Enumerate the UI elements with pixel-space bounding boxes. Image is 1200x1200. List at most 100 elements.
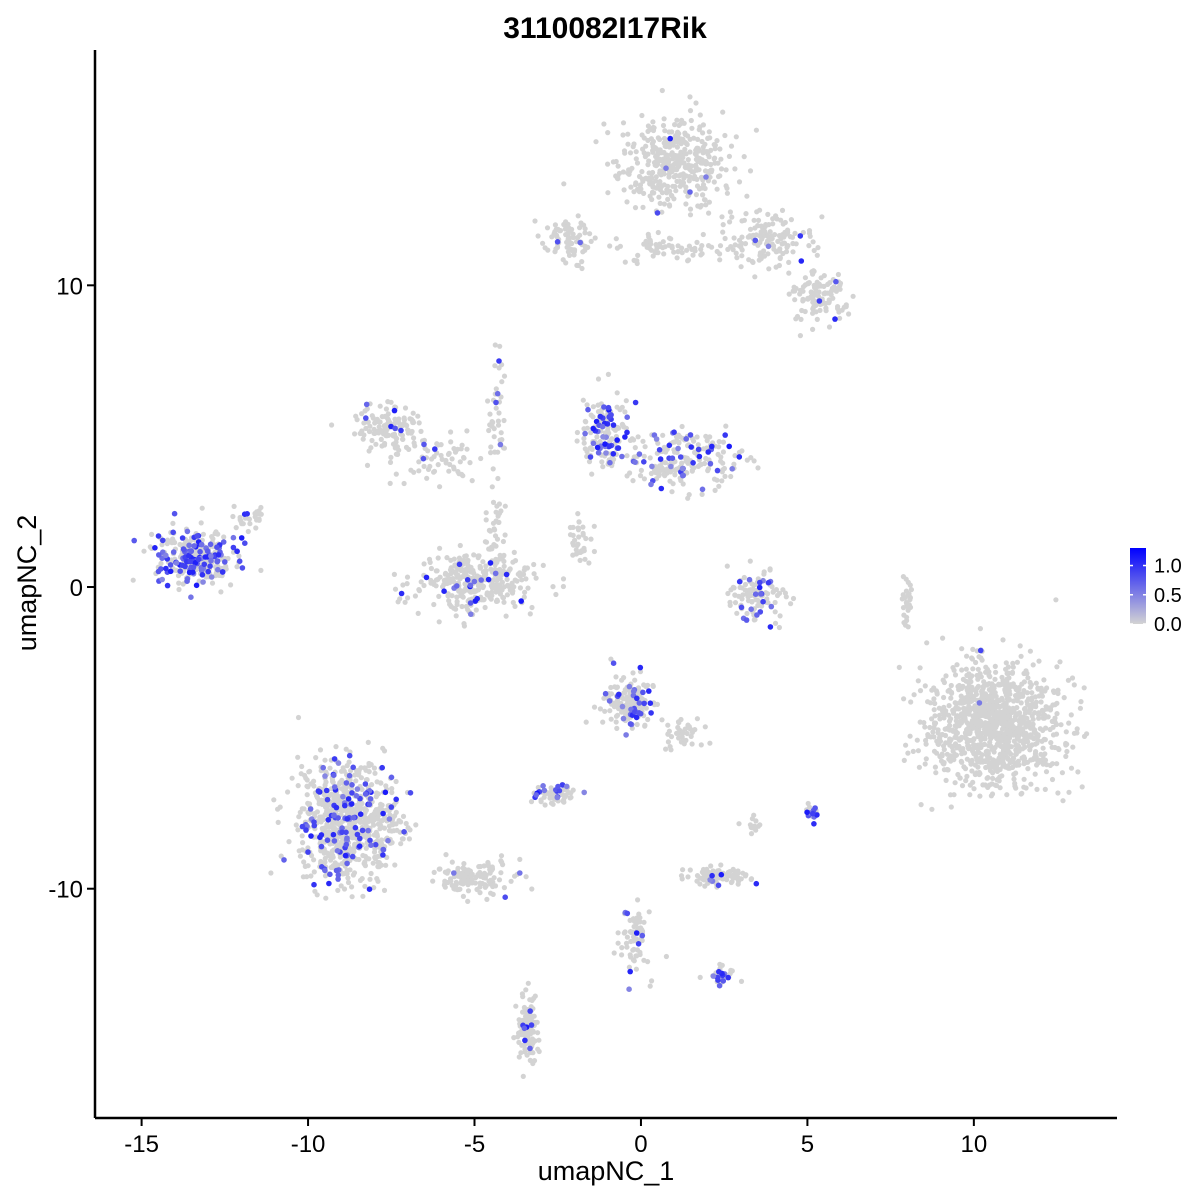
cell-point (478, 873, 484, 879)
cell-point (371, 885, 377, 891)
cell-point (962, 717, 968, 723)
expressing-cell-point (318, 832, 325, 838)
cell-point (345, 875, 351, 881)
cell-point (540, 562, 546, 569)
expressing-cell-point (637, 664, 644, 671)
expressing-cell-point (688, 444, 694, 450)
cell-point (465, 898, 471, 905)
cell-point (501, 552, 507, 559)
cell-point (437, 484, 443, 490)
cell-point (368, 445, 374, 451)
cell-point (445, 879, 451, 886)
expressing-cell-point (527, 1045, 533, 1052)
cell-point (996, 731, 1002, 737)
cell-point (702, 197, 708, 203)
cell-point (703, 433, 709, 439)
cell-point (727, 209, 734, 215)
cell-point (901, 696, 907, 702)
cell-point (651, 190, 657, 196)
cell-point (773, 213, 779, 219)
cell-point (640, 438, 646, 444)
cell-point (702, 168, 709, 174)
cell-point (674, 156, 681, 163)
expressing-cell-point (331, 838, 338, 844)
cell-point (673, 188, 679, 194)
cell-point (595, 376, 602, 382)
cell-point (649, 978, 655, 984)
cell-point (944, 751, 950, 757)
expressing-cell-point (832, 316, 838, 322)
cell-point (1058, 722, 1064, 728)
cell-point (594, 434, 600, 440)
cell-point (465, 888, 472, 894)
cell-point (720, 229, 726, 235)
cell-point (1021, 755, 1028, 762)
cell-point (917, 688, 924, 694)
cell-point (1054, 761, 1060, 767)
expressing-cell-point (354, 831, 361, 838)
cell-point (440, 584, 446, 590)
cell-point (371, 430, 377, 436)
cell-point (759, 236, 765, 242)
cell-point (1011, 698, 1017, 704)
cell-point (633, 156, 639, 162)
cell-point (498, 430, 504, 436)
cell-point (661, 201, 668, 207)
cell-point (770, 221, 776, 227)
cell-point (318, 839, 324, 845)
cell-point (396, 818, 402, 824)
cell-point (624, 944, 630, 950)
cell-point (720, 109, 726, 115)
cell-point (449, 456, 455, 462)
cell-point (753, 597, 759, 603)
cell-point (498, 508, 504, 514)
cell-point (1021, 776, 1027, 782)
expressing-cell-point (563, 783, 570, 790)
cell-point (994, 768, 1001, 775)
cell-point (525, 585, 531, 591)
cell-point (738, 978, 745, 985)
cell-point (753, 127, 760, 133)
cell-point (464, 587, 470, 593)
cell-point (608, 684, 614, 691)
cell-point (674, 255, 680, 261)
expressing-cell-point (324, 837, 331, 843)
cell-point (614, 684, 621, 690)
expressing-cell-point (649, 463, 655, 470)
cell-point (652, 249, 658, 255)
expressing-cell-point (606, 698, 613, 704)
cell-point (754, 209, 760, 215)
cell-point (655, 229, 661, 236)
cell-point (531, 571, 537, 577)
cell-point (899, 596, 905, 602)
cell-point (1047, 726, 1053, 733)
expressing-cell-point (833, 278, 839, 285)
cell-point (532, 993, 538, 999)
cell-point (363, 425, 369, 431)
cell-point (295, 714, 302, 721)
cell-point (1023, 730, 1029, 736)
cell-point (720, 467, 726, 473)
cell-point (413, 822, 419, 828)
cell-point (582, 230, 588, 236)
cell-point (656, 463, 663, 469)
cell-point (664, 153, 671, 159)
cell-point (362, 883, 368, 889)
cell-point (525, 980, 531, 986)
cell-point (767, 229, 773, 235)
cell-point (565, 230, 571, 236)
cell-point (359, 876, 365, 882)
expressing-cell-point (234, 548, 240, 555)
cell-point (991, 749, 997, 755)
expressing-cell-point (158, 566, 164, 572)
cell-point (613, 158, 619, 165)
cell-point (553, 591, 559, 598)
cell-point (665, 196, 671, 202)
cell-point (728, 967, 734, 973)
cell-point (736, 821, 742, 827)
cell-point (983, 764, 989, 771)
cell-point (960, 711, 966, 718)
cell-point (798, 316, 804, 322)
cell-point (595, 402, 601, 408)
expressing-cell-point (385, 837, 391, 844)
